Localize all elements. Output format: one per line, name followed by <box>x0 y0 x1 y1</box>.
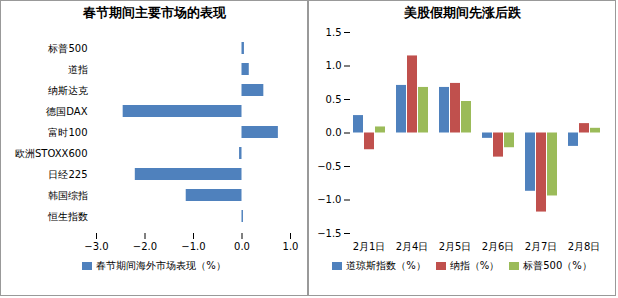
svg-text:富时100: 富时100 <box>48 127 87 138</box>
svg-text:2月4日: 2月4日 <box>396 241 429 252</box>
html-text:纳指（%）: 纳指（%） <box>449 260 500 271</box>
svg-text:2月1日: 2月1日 <box>353 241 386 252</box>
svg-text:2月5日: 2月5日 <box>439 241 472 252</box>
html-text:道琼斯指数（%）: 道琼斯指数（%） <box>346 260 426 271</box>
svg-text:韩国综指: 韩国综指 <box>48 190 88 201</box>
svg-text:2月7日: 2月7日 <box>525 241 558 252</box>
svg-text:−1.0: −1.0 <box>181 241 205 252</box>
html-text:标普500（%）: 标普500（%） <box>523 260 592 271</box>
svg-text:1.5: 1.5 <box>326 27 342 38</box>
svg-text:日经225: 日经225 <box>48 169 87 180</box>
svg-text:恒生指数: 恒生指数 <box>47 211 88 222</box>
svg-text:道指: 道指 <box>68 64 88 75</box>
svg-text:−0.5: −0.5 <box>317 161 341 172</box>
svg-text:0.0: 0.0 <box>326 127 342 138</box>
svg-text:−2.0: −2.0 <box>133 241 157 252</box>
svg-text:德国DAX: 德国DAX <box>46 106 87 117</box>
svg-text:2月6日: 2月6日 <box>482 241 515 252</box>
svg-text:欧洲STOXX600: 欧洲STOXX600 <box>15 148 87 159</box>
html-text:美股假期间先涨后跌: 美股假期间先涨后跌 <box>403 5 521 20</box>
svg-text:1.0: 1.0 <box>326 60 342 71</box>
html-text:春节期间海外市场表现（%）: 春节期间海外市场表现（%） <box>96 260 226 271</box>
svg-text:纳斯达克: 纳斯达克 <box>48 85 88 96</box>
svg-text:−1.0: −1.0 <box>317 194 341 205</box>
svg-text:2月8日: 2月8日 <box>568 241 601 252</box>
svg-text:0.0: 0.0 <box>234 241 250 252</box>
svg-text:−3.0: −3.0 <box>84 241 108 252</box>
svg-text:0.5: 0.5 <box>326 94 342 105</box>
svg-text:−1.5: −1.5 <box>317 228 341 239</box>
svg-text:1.0: 1.0 <box>283 241 299 252</box>
html-text:春节期间主要市场的表现: 春节期间主要市场的表现 <box>82 5 226 20</box>
svg-text:标普500: 标普500 <box>47 43 87 54</box>
